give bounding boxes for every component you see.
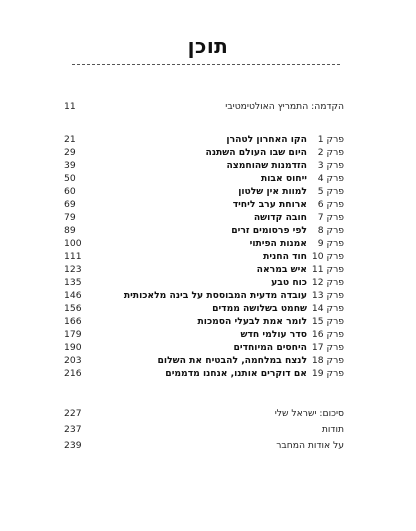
toc-chapter-title: כוח טבע <box>271 277 307 288</box>
toc-entry-name: תודות <box>321 424 344 435</box>
toc-chapter-number: פרק 8 <box>317 225 344 236</box>
toc-chapter-row[interactable]: פרק 4 ייחוס אבות 50 <box>64 172 344 186</box>
toc-chapter-title: ייחוס אבות <box>260 173 307 184</box>
toc-chapter-title: סדר עולמי חדש <box>240 329 307 340</box>
toc-chapter-title: חוד החנית <box>263 251 307 262</box>
toc-chapter-row[interactable]: פרק 6 ארוחת ערב ליחיד 69 <box>64 198 344 212</box>
toc-chapter-number: פרק 6 <box>317 199 344 210</box>
title-divider <box>72 64 340 65</box>
toc-chapter-number: פרק 5 <box>317 186 344 197</box>
toc-chapter-number: פרק 4 <box>317 173 344 184</box>
toc-chapter-title: היום שבו העולם השתנה <box>205 147 307 158</box>
toc-chapter-row[interactable]: פרק 17 היחסים המיוחדים 190 <box>64 341 344 355</box>
toc-chapter-title: שחמט בשלושה ממדים <box>212 303 307 314</box>
toc-page-number: 190 <box>64 342 82 353</box>
toc-chapter-row[interactable]: פרק 7 חובה קדושה 79 <box>64 211 344 225</box>
toc-page-number: 111 <box>64 251 82 262</box>
toc-page-number: 237 <box>64 424 82 435</box>
toc-page-number: 135 <box>64 277 82 288</box>
toc-backmatter-row[interactable]: תודות 237 <box>64 423 344 437</box>
toc-chapter-row[interactable]: פרק 5 למוות אין שלטון 60 <box>64 185 344 199</box>
toc-chapter-title: היחסים המיוחדים <box>233 342 307 353</box>
toc-chapter-row[interactable]: פרק 19 אם דוקרים אותנו, אנחנו מדממים 216 <box>64 367 344 381</box>
toc-chapter-title: ארוחת ערב ליחיד <box>232 199 307 210</box>
toc-chapter-number: פרק 13 <box>311 290 344 301</box>
toc-page-number: 156 <box>64 303 82 314</box>
toc-backmatter-row[interactable]: על אודות המחבר 239 <box>64 439 344 453</box>
toc-chapter-row[interactable]: פרק 2 היום שבו העולם השתנה 29 <box>64 146 344 160</box>
toc-chapter-row[interactable]: פרק 9 אמנות הפיתוי 100 <box>64 237 344 251</box>
toc-page-number: 39 <box>64 160 76 171</box>
toc-chapter-title: למוות אין שלטון <box>238 186 307 197</box>
toc-page-number: 89 <box>64 225 76 236</box>
toc-chapter-number: פרק 18 <box>311 355 344 366</box>
toc-chapter-row[interactable]: פרק 13 עובדה מדעית המבוססת על בינה מלאכות… <box>64 289 344 303</box>
toc-page-number: 146 <box>64 290 82 301</box>
toc-chapter-title: לומר אמת לבעלי הסמכות <box>197 316 307 327</box>
toc-chapter-number: פרק 9 <box>317 238 344 249</box>
toc-page-number: 227 <box>64 408 82 419</box>
toc-entry-name: סיכום: ישראל שלי <box>274 408 344 419</box>
toc-chapter-row[interactable]: פרק 8 לפי פרסומים זרים 89 <box>64 224 344 238</box>
toc-chapter-row[interactable]: פרק 1 הקו האחרון לטהרן 21 <box>64 133 344 147</box>
toc-entry-name: הקדמה: התמריץ האולטימטיבי <box>225 101 344 112</box>
toc-page-number: 179 <box>64 329 82 340</box>
toc-chapter-title: עובדה מדעית המבוססת על בינה מלאכותית <box>123 290 307 301</box>
toc-chapter-number: פרק 17 <box>311 342 344 353</box>
toc-page-number: 50 <box>64 173 76 184</box>
toc-entry-name: על אודות המחבר <box>276 440 344 451</box>
toc-chapter-number: פרק 12 <box>311 277 344 288</box>
toc-backmatter-row[interactable]: סיכום: ישראל שלי 227 <box>64 407 344 421</box>
toc-chapter-title: אם דוקרים אותנו, אנחנו מדממים <box>165 368 307 379</box>
toc-page-number: 100 <box>64 238 82 249</box>
toc-chapter-title: איש במראה <box>256 264 307 275</box>
toc-chapter-number: פרק 1 <box>317 134 344 145</box>
toc-chapter-number: פרק 7 <box>317 212 344 223</box>
toc-page-number: 79 <box>64 212 76 223</box>
toc-chapter-row[interactable]: פרק 12 כוח טבע 135 <box>64 276 344 290</box>
toc-chapter-title: חובה קדושה <box>253 212 307 223</box>
toc-page-number: 60 <box>64 186 76 197</box>
toc-page-number: 216 <box>64 368 82 379</box>
toc-chapter-title: אמנות הפיתוי <box>249 238 307 249</box>
toc-page-number: 29 <box>64 147 76 158</box>
toc-chapter-row[interactable]: פרק 14 שחמט בשלושה ממדים 156 <box>64 302 344 316</box>
toc-chapter-number: פרק 10 <box>311 251 344 262</box>
toc-chapter-row[interactable]: פרק 16 סדר עולמי חדש 179 <box>64 328 344 342</box>
toc-chapter-number: פרק 14 <box>311 303 344 314</box>
toc-page-number: 11 <box>64 101 76 112</box>
toc-page-number: 123 <box>64 264 82 275</box>
toc-chapter-row[interactable]: פרק 18 לנצח במלחמה, להבטיח את השלום 203 <box>64 354 344 368</box>
toc-chapter-number: פרק 16 <box>311 329 344 340</box>
toc-page-number: 239 <box>64 440 82 451</box>
toc-page-number: 69 <box>64 199 76 210</box>
toc-chapter-number: פרק 11 <box>311 264 344 275</box>
toc-chapter-number: פרק 19 <box>311 368 344 379</box>
toc-chapter-title: לנצח במלחמה, להבטיח את השלום <box>157 355 307 366</box>
toc-chapter-row[interactable]: פרק 3 הזדמנות שהוחמצה 39 <box>64 159 344 173</box>
page-title: תוכן <box>187 34 229 58</box>
toc-chapter-number: פרק 2 <box>317 147 344 158</box>
toc-page-number: 166 <box>64 316 82 327</box>
toc-chapter-title: לפי פרסומים זרים <box>231 225 307 236</box>
toc-chapter-number: פרק 3 <box>317 160 344 171</box>
toc-chapter-title: הזדמנות שהוחמצה <box>226 160 307 171</box>
toc-chapter-row[interactable]: פרק 11 איש במראה 123 <box>64 263 344 277</box>
toc-page-number: 21 <box>64 134 76 145</box>
toc-chapter-row[interactable]: פרק 10 חוד החנית 111 <box>64 250 344 264</box>
toc-page-number: 203 <box>64 355 82 366</box>
toc-chapter-title: הקו האחרון לטהרן <box>226 134 307 145</box>
toc-chapter-number: פרק 15 <box>311 316 344 327</box>
toc-intro[interactable]: הקדמה: התמריץ האולטימטיבי 11 <box>64 100 344 114</box>
toc-chapter-row[interactable]: פרק 15 לומר אמת לבעלי הסמכות 166 <box>64 315 344 329</box>
